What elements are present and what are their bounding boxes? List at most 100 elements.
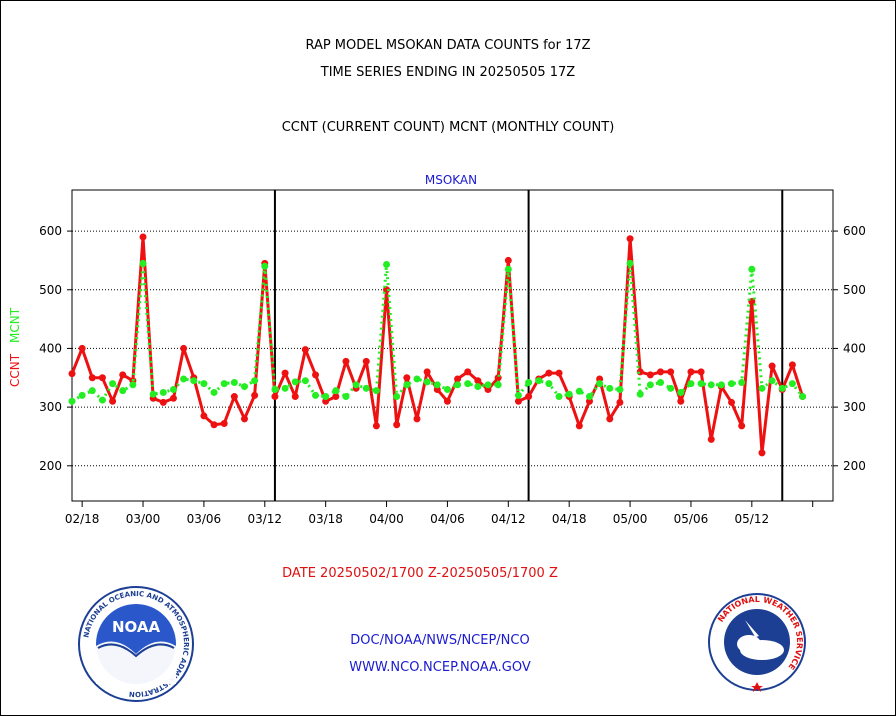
- mcnt-point: [616, 386, 624, 394]
- mcnt-point: [88, 387, 96, 395]
- ccnt-point: [667, 368, 675, 376]
- ccnt-point: [383, 286, 391, 294]
- chart-title: RAP MODEL MSOKAN DATA COUNTS for 17Z: [305, 38, 591, 53]
- x-tick-label: 03/06: [187, 512, 222, 526]
- mcnt-point: [119, 387, 127, 395]
- ccnt-point: [423, 368, 431, 376]
- mcnt-point: [636, 390, 644, 398]
- mcnt-point: [454, 381, 462, 389]
- series-description: CCNT (CURRENT COUNT) MCNT (MONTHLY COUNT…: [281, 120, 615, 135]
- mcnt-point: [149, 390, 157, 398]
- ccnt-point: [697, 368, 705, 376]
- x-tick-label: 04/06: [430, 512, 465, 526]
- ccnt-point: [474, 377, 482, 385]
- x-tick-label: 04/00: [369, 512, 404, 526]
- mcnt-point: [403, 381, 411, 389]
- ccnt-point: [362, 357, 370, 365]
- ccnt-point: [454, 375, 462, 383]
- mcnt-point: [474, 383, 482, 391]
- mcnt-point: [525, 378, 533, 386]
- mcnt-point: [514, 391, 522, 399]
- x-axis: 02/18 03/00 03/06 03/12 03/18 04/00 04/06 04/12…: [65, 501, 814, 526]
- mcnt-point: [657, 378, 665, 386]
- x-tick-label: 03/12: [247, 512, 282, 526]
- ccnt-point: [342, 357, 350, 365]
- day-separator-lines: [273, 190, 784, 501]
- ccnt-point: [169, 394, 177, 402]
- mcnt-point: [200, 380, 208, 388]
- x-tick-label: 05/12: [735, 512, 770, 526]
- mcnt-point: [565, 390, 573, 398]
- ccnt-point: [78, 344, 86, 352]
- ccnt-point: [768, 362, 776, 370]
- y-axis-label-mcnt: MCNT: [8, 307, 22, 343]
- y-tick-label: 600: [39, 224, 62, 238]
- ccnt-point: [393, 421, 401, 429]
- mcnt-point: [332, 387, 340, 395]
- ccnt-point: [687, 368, 695, 376]
- mcnt-point: [575, 387, 583, 395]
- mcnt-point: [646, 381, 654, 389]
- mcnt-point: [555, 393, 563, 401]
- ccnt-point: [464, 368, 472, 376]
- ccnt-point: [443, 397, 451, 405]
- y-tick-label: 600: [843, 224, 866, 238]
- ccnt-point: [109, 397, 117, 405]
- mcnt-point: [190, 377, 198, 385]
- y-tick-label: 500: [843, 283, 866, 297]
- ccnt-point: [210, 421, 218, 429]
- mcnt-point: [210, 388, 218, 396]
- mcnt-point: [372, 387, 380, 395]
- chart-subtitle: TIME SERIES ENDING IN 20250505 17Z: [320, 65, 576, 80]
- mcnt-point: [504, 265, 512, 273]
- ccnt-point: [575, 422, 583, 430]
- date-range-label: DATE 20250502/1700 Z-20250505/1700 Z: [282, 566, 558, 581]
- ccnt-point: [301, 346, 309, 354]
- y-tick-label: 300: [843, 400, 866, 414]
- mcnt-point: [271, 386, 279, 394]
- noaa-logo-text: NOAA: [112, 618, 161, 636]
- ccnt-point: [180, 344, 188, 352]
- ccnt-point: [220, 420, 228, 428]
- url-link[interactable]: WWW.NCO.NCEP.NOAA.GOV: [349, 660, 531, 675]
- mcnt-point: [383, 261, 391, 269]
- mcnt-point: [180, 375, 188, 383]
- x-tick-label: 05/00: [613, 512, 648, 526]
- mcnt-point: [799, 393, 807, 401]
- mcnt-point: [301, 377, 309, 385]
- ccnt-point: [555, 369, 563, 377]
- mcnt-point: [758, 384, 766, 392]
- y-tick-label: 400: [843, 341, 866, 355]
- mcnt-point: [129, 381, 137, 389]
- series-mcnt: [68, 259, 807, 405]
- ccnt-point: [291, 393, 299, 401]
- mcnt-point: [291, 378, 299, 386]
- ccnt-point: [545, 369, 553, 377]
- mcnt-point: [139, 259, 147, 267]
- nws-logo: NATIONAL WEATHER SERVICE: [708, 593, 806, 692]
- y-tick-label: 500: [39, 283, 62, 297]
- mcnt-point: [667, 384, 675, 392]
- ccnt-point: [88, 374, 96, 382]
- ccnt-point: [606, 415, 614, 423]
- mcnt-point: [677, 388, 685, 396]
- ccnt-point: [403, 374, 411, 382]
- mcnt-point: [98, 396, 106, 404]
- mcnt-point: [220, 380, 228, 388]
- x-tick-label: 05/06: [674, 512, 709, 526]
- ccnt-point: [707, 435, 715, 443]
- ccnt-point: [525, 393, 533, 401]
- mcnt-point: [738, 378, 746, 386]
- ccnt-point: [332, 393, 340, 401]
- mcnt-point: [78, 391, 86, 399]
- noaa-logo: NATIONAL OCEANIC AND ATMOSPHERIC ADMINIS…: [78, 586, 194, 702]
- ccnt-line: [70, 235, 805, 455]
- series-ccnt: [68, 233, 807, 457]
- mcnt-point: [748, 265, 756, 273]
- ccnt-point: [514, 397, 522, 405]
- mcnt-point: [169, 386, 177, 394]
- grid-lines: [72, 230, 833, 467]
- ccnt-point: [372, 422, 380, 430]
- mcnt-point: [728, 380, 736, 388]
- ccnt-point: [657, 368, 665, 376]
